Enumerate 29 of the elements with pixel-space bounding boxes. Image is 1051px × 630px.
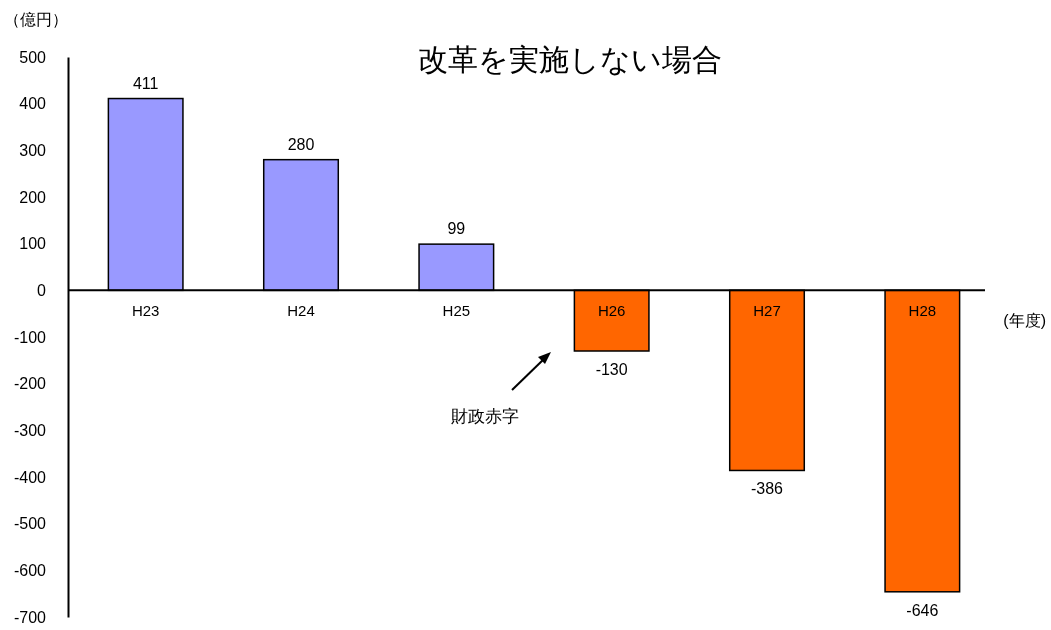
y-tick-label: 100 — [19, 235, 47, 253]
x-tick-label: H24 — [287, 302, 315, 320]
y-tick-label: -100 — [13, 328, 47, 346]
y-tick-label: 0 — [37, 281, 47, 299]
chart-title: 改革を実施しない場合 — [418, 43, 722, 76]
y-tick-label: -300 — [13, 421, 47, 439]
y-axis-title: （億円） — [4, 11, 68, 28]
y-tick-label: -200 — [13, 375, 47, 393]
data-label: 99 — [447, 220, 466, 238]
y-tick-label: 200 — [19, 188, 47, 206]
data-label: 411 — [132, 74, 159, 92]
x-tick-label: H25 — [442, 302, 471, 320]
y-tick-label: 400 — [19, 95, 47, 113]
data-label: -646 — [906, 601, 939, 619]
x-tick-label: H27 — [753, 302, 781, 320]
data-label: -130 — [595, 361, 628, 378]
x-tick-label: H28 — [908, 302, 937, 320]
y-tick-label: -500 — [13, 515, 47, 533]
data-label: 280 — [287, 135, 315, 153]
data-label: -386 — [750, 480, 784, 498]
x-tick-label: H23 — [131, 302, 160, 320]
annotation: 財政赤字 — [451, 407, 519, 426]
y-tick-label: -700 — [13, 608, 47, 626]
y-tick-label: 300 — [19, 141, 47, 159]
x-tick-label: H26 — [597, 302, 626, 320]
x-axis-title: (年度) — [1003, 312, 1046, 330]
y-tick-label: -400 — [13, 468, 47, 486]
y-tick-label: 500 — [19, 48, 47, 66]
y-tick-label: -600 — [13, 561, 47, 579]
